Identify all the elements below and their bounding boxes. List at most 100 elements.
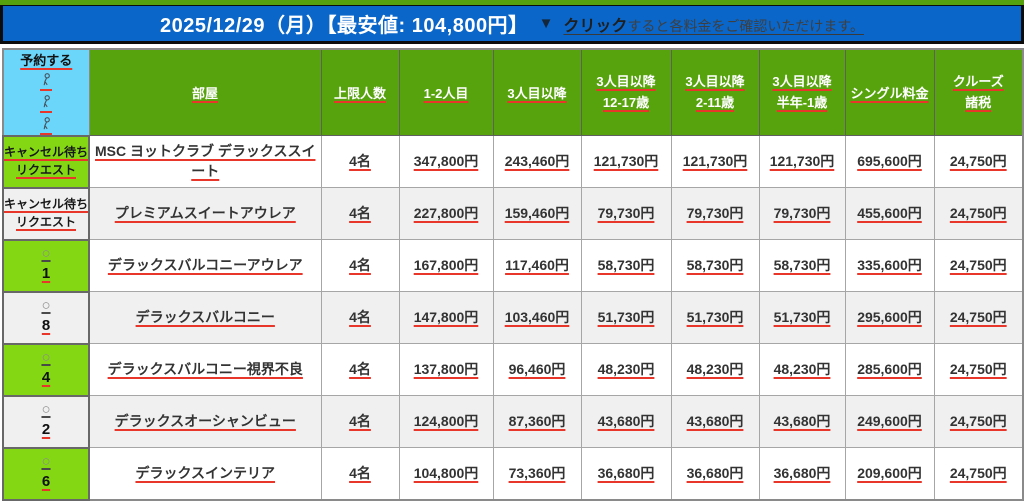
max-link[interactable]: 4名 — [349, 464, 371, 481]
fare-12-17-cell: 36,680円 — [580, 447, 672, 501]
fare-single-link[interactable]: 249,600円 — [857, 412, 922, 429]
room-link[interactable]: プレミアムスイートアウレア — [114, 204, 296, 221]
fare-baby-link[interactable]: 79,730円 — [773, 204, 831, 221]
fare-1-2-link[interactable]: 167,800円 — [413, 256, 479, 273]
fare-baby-link[interactable]: 43,680円 — [773, 412, 831, 429]
tax-link[interactable]: 24,750円 — [949, 204, 1007, 221]
max-link[interactable]: 4名 — [349, 256, 371, 273]
waitlist-request-button[interactable]: キャンセル待ち リクエスト — [2, 186, 90, 241]
col-header-reserve: 予約する — [2, 48, 90, 137]
fare-12-17-link[interactable]: 79,730円 — [597, 204, 655, 221]
fare-2-11-link[interactable]: 51,730円 — [686, 308, 744, 325]
fare-12-17-link[interactable]: 43,680円 — [597, 412, 655, 429]
fare-1-2-link[interactable]: 124,800円 — [413, 412, 479, 429]
max-link[interactable]: 4名 — [349, 152, 371, 169]
fare-3plus-link[interactable]: 96,460円 — [508, 360, 566, 377]
fare-detail-link[interactable]: クリックすると各料金をご確認いただけます。 — [563, 12, 864, 36]
waitlist-line2: リクエスト — [15, 214, 76, 229]
max-link[interactable]: 4名 — [349, 204, 371, 221]
fare-2-11-link[interactable]: 48,230円 — [686, 360, 744, 377]
fare-single-cell: 695,600円 — [844, 135, 935, 189]
tax-link[interactable]: 24,750円 — [949, 360, 1007, 377]
max-header-label: 上限人数 — [333, 86, 386, 102]
fare-3plus-link[interactable]: 73,360円 — [508, 464, 566, 481]
age-12-17-line2: 12-17歳 — [602, 94, 650, 110]
waitlist-line1: キャンセル待ち — [4, 145, 89, 160]
reserve-header-label: 予約する — [20, 53, 73, 68]
fare-1-2-link[interactable]: 137,800円 — [413, 360, 479, 377]
availability-button[interactable]: ○ 1 — [2, 238, 90, 293]
fare-1-2-cell: 147,800円 — [398, 291, 494, 345]
availability-button[interactable]: ○ 8 — [2, 290, 90, 345]
fare-baby-link[interactable]: 58,730円 — [773, 256, 831, 273]
fare-12-17-link[interactable]: 121,730円 — [593, 152, 659, 169]
fare-12-17-link[interactable]: 51,730円 — [597, 308, 655, 325]
tax-link[interactable]: 24,750円 — [949, 256, 1007, 273]
fare-baby-link[interactable]: 51,730円 — [773, 308, 831, 325]
fare-3plus-link[interactable]: 87,360円 — [508, 412, 566, 429]
room-link[interactable]: デラックスバルコニー視界不良 — [107, 360, 303, 377]
fare-2-11-link[interactable]: 43,680円 — [686, 412, 744, 429]
room-link[interactable]: デラックスインテリア — [135, 464, 276, 481]
fare-3plus-cell: 96,460円 — [492, 343, 582, 397]
fare-single-link[interactable]: 335,600円 — [857, 256, 922, 273]
room-link[interactable]: MSC ヨットクラブ デラックススイート — [95, 143, 316, 179]
fare-baby-cell: 36,680円 — [758, 447, 846, 501]
room-link[interactable]: デラックスバルコニー — [135, 308, 275, 325]
fare-3plus-link[interactable]: 243,460円 — [504, 152, 570, 169]
fare-3plus-cell: 103,460円 — [492, 291, 582, 345]
fare-single-link[interactable]: 285,600円 — [857, 360, 922, 377]
table-row: ○ 8 デラックスバルコニー 4名 147,800円 103,460円 51,7… — [2, 290, 1024, 345]
room-link[interactable]: デラックスバルコニーアウレア — [107, 256, 303, 273]
table-row: ○ 1 デラックスバルコニーアウレア 4名 167,800円 117,460円 … — [2, 238, 1024, 293]
fare-2-11-link[interactable]: 79,730円 — [686, 204, 744, 221]
date-lowest-price-title: 2025/12/29（月）【最安値: 104,800円】 — [159, 15, 529, 37]
fare-baby-link[interactable]: 121,730円 — [769, 152, 835, 169]
fare-single-link[interactable]: 695,600円 — [857, 152, 922, 169]
person-icon[interactable] — [40, 72, 53, 91]
fare-1-2-link[interactable]: 104,800円 — [413, 464, 479, 481]
fare-single-link[interactable]: 455,600円 — [857, 204, 922, 221]
fare-3plus-link[interactable]: 117,460円 — [505, 256, 569, 273]
person-icon[interactable] — [40, 116, 53, 135]
fare-baby-cell: 51,730円 — [758, 291, 846, 345]
fare-1-2-link[interactable]: 147,800円 — [413, 308, 479, 325]
col-header-room: 部屋 — [88, 48, 322, 137]
fare-12-17-link[interactable]: 36,680円 — [597, 464, 655, 481]
col-header-tax: クルーズ 諸税 — [933, 48, 1024, 137]
fare-1-2-cell: 227,800円 — [398, 187, 494, 241]
fare-3plus-cell: 159,460円 — [492, 187, 582, 241]
availability-button[interactable]: ○ 6 — [2, 446, 90, 501]
fare-2-11-link[interactable]: 36,680円 — [686, 464, 744, 481]
fare-single-cell: 249,600円 — [844, 395, 935, 449]
fare-baby-link[interactable]: 48,230円 — [773, 360, 831, 377]
fare-3plus-link[interactable]: 159,460円 — [504, 204, 570, 221]
availability-button[interactable]: ○ 2 — [2, 394, 90, 449]
fare-2-11-link[interactable]: 58,730円 — [686, 256, 744, 273]
room-cell: デラックスバルコニー — [88, 291, 322, 345]
fare-12-17-link[interactable]: 48,230円 — [597, 360, 655, 377]
max-link[interactable]: 4名 — [349, 308, 371, 325]
room-link[interactable]: デラックスオーシャンビュー — [114, 412, 296, 429]
fare-baby-link[interactable]: 36,680円 — [773, 464, 831, 481]
tax-link[interactable]: 24,750円 — [949, 464, 1007, 481]
waitlist-request-button[interactable]: キャンセル待ち リクエスト — [2, 134, 90, 189]
tax-link[interactable]: 24,750円 — [949, 412, 1007, 429]
fare-3plus-link[interactable]: 103,460円 — [504, 308, 570, 325]
col-header-baby: 3人目以降 半年-1歳 — [758, 48, 846, 137]
max-link[interactable]: 4名 — [349, 412, 371, 429]
fare-single-link[interactable]: 209,600円 — [857, 464, 922, 481]
tax-link[interactable]: 24,750円 — [949, 152, 1007, 169]
availability-count: 8 — [41, 316, 51, 334]
availability-button[interactable]: ○ 4 — [2, 342, 90, 397]
col-header-guests-1-2: 1-2人目 — [398, 48, 494, 137]
fare-1-2-link[interactable]: 347,800円 — [413, 152, 479, 169]
tax-link[interactable]: 24,750円 — [949, 308, 1007, 325]
fare-1-2-link[interactable]: 227,800円 — [413, 204, 479, 221]
max-link[interactable]: 4名 — [349, 360, 371, 377]
person-icon[interactable] — [40, 94, 53, 113]
fare-single-link[interactable]: 295,600円 — [857, 308, 922, 325]
fare-2-11-link[interactable]: 121,730円 — [682, 152, 748, 169]
top-green-strip — [0, 0, 1024, 5]
fare-12-17-link[interactable]: 58,730円 — [597, 256, 655, 273]
